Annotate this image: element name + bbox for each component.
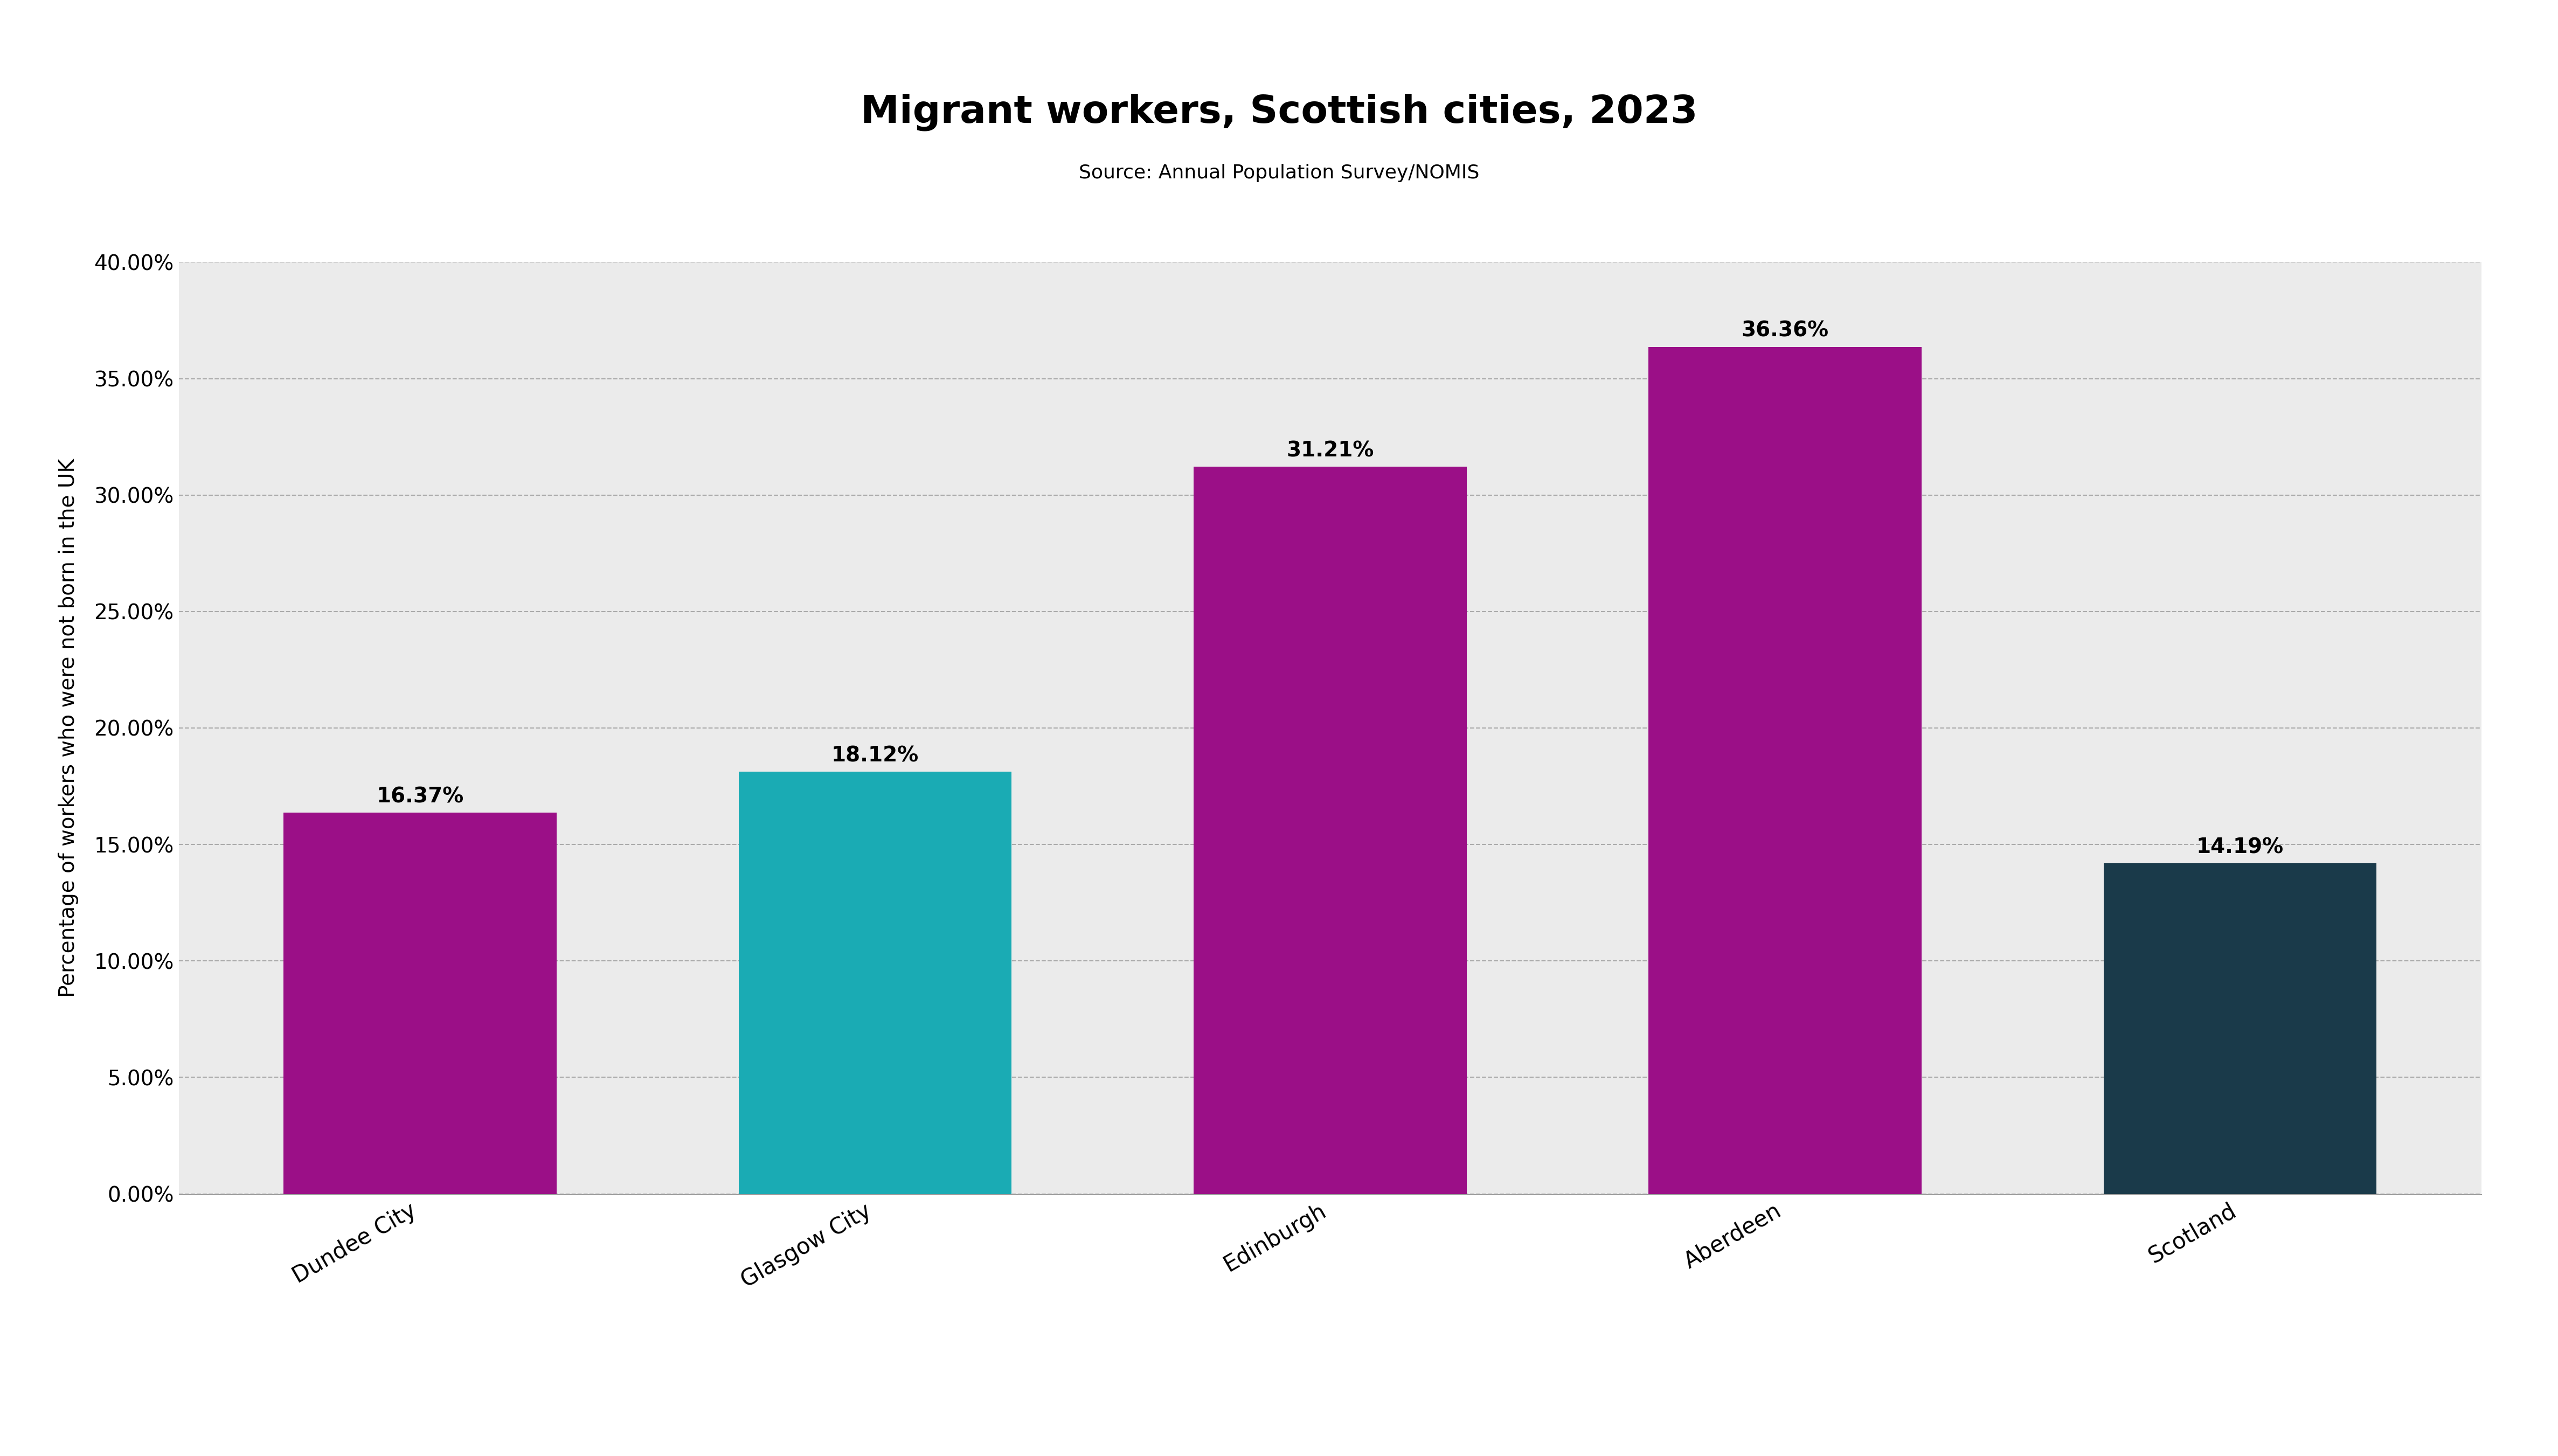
Bar <box>1650 347 1921 1194</box>
Text: 36.36%: 36.36% <box>1742 320 1829 341</box>
Text: Migrant workers, Scottish cities, 2023: Migrant workers, Scottish cities, 2023 <box>859 93 1699 131</box>
Bar <box>739 772 1010 1194</box>
Bar <box>2103 863 2376 1194</box>
Y-axis label: Percentage of workers who were not born in the UK: Percentage of workers who were not born … <box>59 459 79 997</box>
Text: Source: Annual Population Survey/NOMIS: Source: Annual Population Survey/NOMIS <box>1079 163 1479 182</box>
Text: 14.19%: 14.19% <box>2197 837 2284 858</box>
Text: 16.37%: 16.37% <box>376 786 463 807</box>
Bar <box>1195 467 1466 1194</box>
Bar <box>284 812 558 1194</box>
Text: 31.21%: 31.21% <box>1287 441 1374 462</box>
Text: 18.12%: 18.12% <box>831 745 918 766</box>
